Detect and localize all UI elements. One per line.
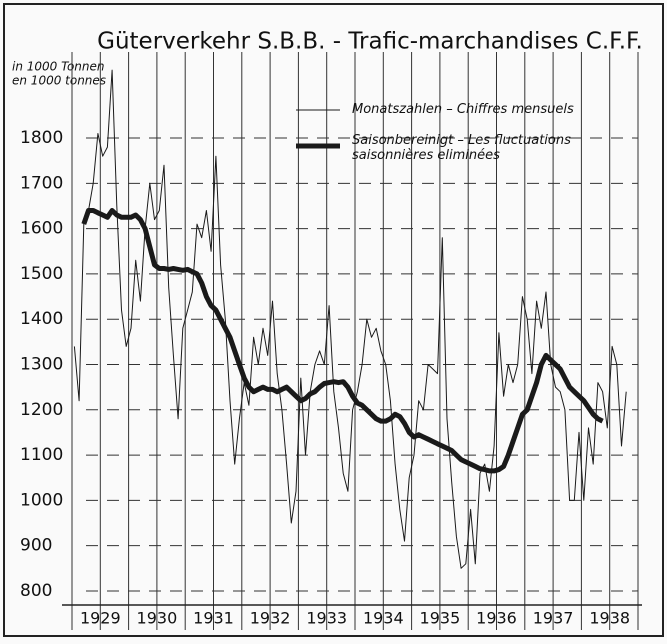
- y-tick-label: 1500: [20, 264, 63, 284]
- x-tick-label: 1935: [420, 609, 461, 628]
- chart-title: Güterverkehr S.B.B. - Trafic-marchandise…: [97, 29, 643, 55]
- y-label: en 1000 tonnes: [12, 74, 106, 88]
- x-tick-label: 1937: [533, 609, 574, 628]
- y-label: in 1000 Tonnen: [12, 60, 105, 74]
- series-line: [73, 69, 627, 569]
- x-tick-label: 1933: [306, 609, 347, 628]
- x-tick-label: 1938: [589, 609, 630, 628]
- x-tick-label: 1932: [250, 609, 291, 628]
- y-tick-label: 900: [20, 536, 52, 556]
- x-tick-label: 1929: [80, 609, 121, 628]
- y-tick-label: 1200: [20, 400, 63, 420]
- legend-entry: Monatszahlen – Chiffres mensuels: [352, 102, 574, 117]
- frame: [3, 3, 664, 637]
- x-tick-label: 1930: [137, 609, 178, 628]
- x-tick-label: 1931: [193, 609, 234, 628]
- y-tick-label: 1800: [20, 128, 63, 148]
- y-tick-label: 1100: [20, 445, 63, 465]
- legend-entry: Saisonbereinigt – Les fluctuations saiso…: [352, 133, 571, 163]
- y-tick-label: 1600: [20, 219, 63, 239]
- x-tick-label: 1934: [363, 609, 404, 628]
- y-tick-label: 1400: [20, 309, 63, 329]
- y-tick-label: 1300: [20, 354, 63, 374]
- y-tick-label: 1000: [20, 490, 63, 510]
- y-tick-label: 800: [20, 581, 52, 601]
- y-tick-label: 1700: [20, 173, 63, 193]
- series-line: [81, 208, 604, 474]
- x-tick-label: 1936: [476, 609, 517, 628]
